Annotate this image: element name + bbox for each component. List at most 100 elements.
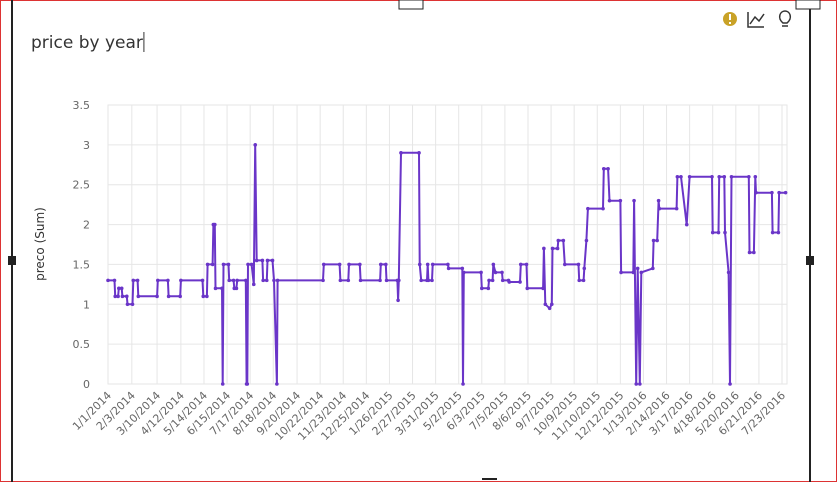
data-point — [687, 174, 692, 179]
data-point — [235, 278, 239, 283]
data-point — [562, 262, 567, 267]
data-point — [321, 262, 326, 267]
resize-handle[interactable] — [795, 0, 821, 10]
data-point — [251, 282, 256, 287]
data-point — [638, 382, 642, 386]
data-point — [226, 262, 231, 267]
data-point — [166, 294, 171, 299]
data-point — [246, 262, 250, 267]
data-point — [675, 174, 680, 179]
insight-icon[interactable] — [778, 10, 792, 27]
data-point — [776, 230, 781, 235]
data-point — [635, 266, 640, 271]
data-point — [430, 278, 434, 283]
data-point — [201, 294, 206, 299]
data-point — [347, 262, 351, 267]
data-point — [461, 270, 466, 275]
data-point — [618, 198, 623, 203]
data-point — [321, 278, 325, 283]
data-point — [253, 143, 258, 147]
chart-title[interactable]: price by year — [31, 33, 143, 53]
data-point — [227, 278, 232, 283]
data-point — [178, 294, 182, 299]
data-point — [358, 278, 363, 283]
data-point — [136, 294, 141, 299]
resize-handle[interactable] — [398, 0, 424, 10]
data-point — [581, 278, 586, 283]
data-point — [249, 262, 254, 267]
data-point — [586, 206, 590, 211]
data-point — [358, 262, 362, 267]
data-point — [577, 278, 582, 283]
data-point — [378, 278, 382, 283]
data-point — [254, 258, 259, 263]
data-point — [716, 230, 721, 235]
data-point — [525, 286, 530, 291]
data-point — [205, 294, 209, 299]
data-point — [113, 294, 118, 299]
data-point — [639, 270, 644, 275]
data-point — [655, 238, 659, 243]
data-point — [155, 278, 160, 283]
data-point — [275, 382, 279, 386]
data-point — [710, 230, 715, 235]
data-point — [601, 206, 605, 211]
data-point — [265, 258, 270, 263]
data-point — [728, 382, 732, 386]
data-point — [491, 262, 496, 267]
data-point — [752, 250, 756, 255]
data-point — [723, 230, 727, 235]
data-point — [210, 262, 215, 267]
data-point — [260, 258, 265, 263]
data-point — [124, 294, 129, 299]
data-point — [747, 174, 751, 179]
data-point — [430, 262, 435, 267]
y-tick-label: 2.5 — [73, 179, 91, 192]
data-point — [674, 206, 679, 211]
data-point — [399, 151, 403, 155]
data-point — [131, 278, 136, 283]
data-point — [112, 278, 117, 283]
data-point — [220, 382, 225, 386]
data-point — [117, 286, 121, 291]
data-point — [419, 278, 423, 283]
data-point — [125, 302, 130, 307]
data-point — [507, 280, 512, 284]
data-point — [337, 262, 342, 267]
data-point — [338, 278, 343, 283]
y-tick-label: 2 — [83, 219, 90, 232]
data-point — [179, 278, 183, 283]
resize-handle[interactable] — [806, 256, 814, 265]
data-point — [518, 280, 522, 284]
data-point — [490, 278, 495, 283]
data-point — [205, 262, 210, 267]
data-point — [397, 278, 401, 283]
data-point — [500, 270, 504, 275]
data-point — [213, 222, 217, 227]
data-point — [493, 270, 498, 275]
data-point — [500, 278, 505, 283]
data-point — [631, 270, 636, 275]
data-point — [729, 174, 734, 179]
data-point — [717, 174, 722, 179]
data-point — [479, 270, 483, 275]
resize-handle[interactable] — [8, 256, 16, 265]
data-point — [275, 278, 280, 283]
data-point — [231, 278, 236, 283]
data-point — [106, 278, 110, 283]
data-point — [130, 302, 135, 307]
data-point — [119, 286, 124, 291]
data-point — [710, 174, 714, 179]
data-point — [486, 286, 491, 291]
data-point — [116, 294, 120, 299]
y-tick-label: 1 — [83, 298, 90, 311]
data-point — [461, 382, 465, 386]
y-tick-label: 0 — [83, 378, 90, 391]
data-point — [384, 262, 388, 267]
data-point — [657, 206, 662, 211]
chart-type-icon[interactable] — [747, 12, 765, 28]
warning-icon-mark — [729, 14, 731, 20]
warning-icon-mark — [729, 22, 731, 24]
data-point — [561, 238, 566, 243]
